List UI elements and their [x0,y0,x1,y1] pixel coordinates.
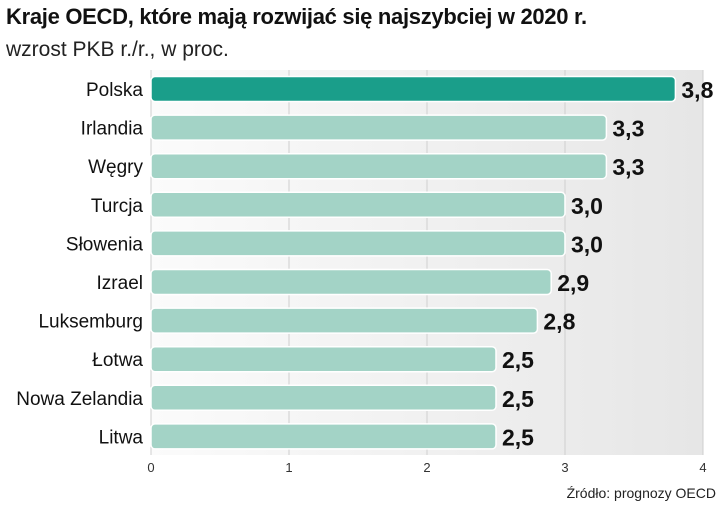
bar-7 [150,307,539,334]
category-label-1: Polska [86,80,143,101]
x-tick-label-1: 1 [285,460,292,475]
category-label-7: Luksemburg [38,312,143,333]
bars [150,75,677,450]
source-note: Źródło: prognozy OECD [566,485,716,501]
category-label-2: Irlandia [81,119,144,140]
bar-2 [150,114,608,141]
bar-6 [150,268,552,296]
value-label-2: 3,3 [612,116,644,142]
bar-1 [150,75,677,103]
category-label-4: Turcja [91,196,144,217]
x-tick-label-2: 2 [423,460,430,475]
bar-9 [150,384,497,412]
category-label-6: Izrael [97,273,143,294]
category-label-8: Łotwa [92,350,143,371]
x-axis-ticks: 0 1 2 3 4 [147,460,706,475]
value-label-4: 3,0 [571,193,603,219]
value-label-3: 3,3 [612,154,644,180]
bar-3 [150,152,608,180]
value-label-1: 3,8 [681,77,713,103]
x-tick-label-0: 0 [147,460,154,475]
category-label-10: Litwa [99,427,144,448]
value-label-10: 2,5 [502,424,534,450]
bar-10 [150,423,497,450]
value-label-8: 2,5 [502,347,534,373]
category-label-3: Węgry [88,157,143,178]
chart-title: Kraje OECD, które mają rozwijać się najs… [6,4,587,29]
value-label-9: 2,5 [502,386,534,412]
value-label-7: 2,8 [543,309,575,335]
bar-5 [150,230,566,257]
value-label-6: 2,9 [557,270,589,296]
category-label-9: Nowa Zelandia [16,389,143,410]
chart-subtitle: wzrost PKB r./r., w proc. [6,38,229,61]
category-labels: Polska Irlandia Węgry Turcja Słowenia Izrael L… [16,80,143,448]
value-label-5: 3,0 [571,231,603,257]
x-tick-label-3: 3 [561,460,568,475]
category-label-5: Słowenia [66,234,144,255]
value-labels: 3,8 3,3 3,3 3,0 3,0 2,9 2,8 2,5 2,5 2,5 [502,77,714,450]
x-tick-label-4: 4 [699,460,706,475]
bar-4 [150,191,566,219]
bar-8 [150,345,497,373]
